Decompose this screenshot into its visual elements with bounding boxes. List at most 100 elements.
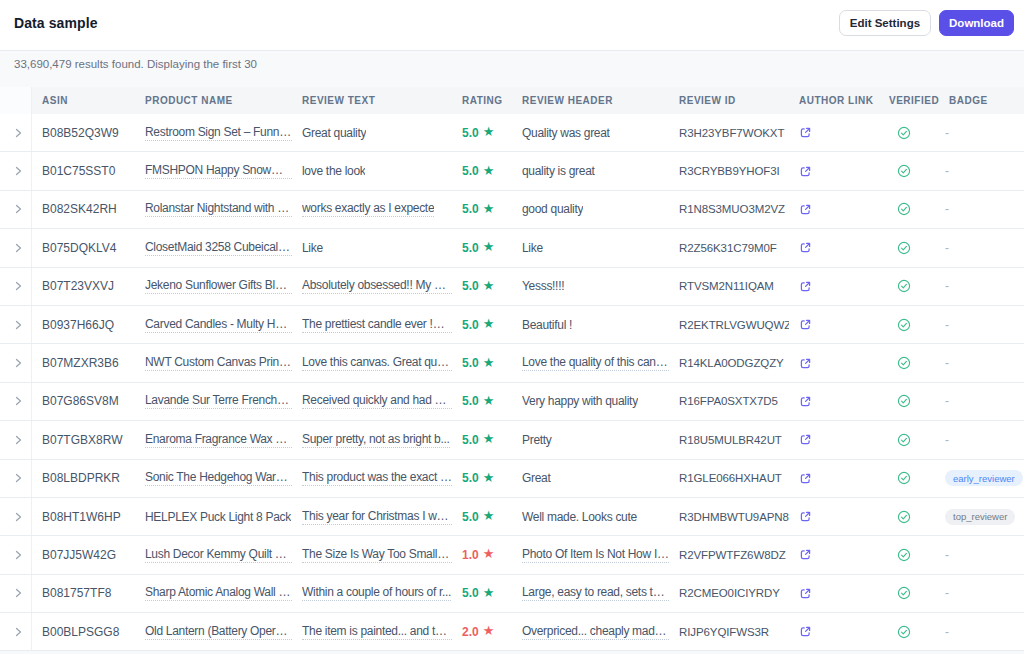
external-link-icon[interactable] xyxy=(799,548,812,561)
chevron-right-icon[interactable] xyxy=(12,357,24,369)
chevron-right-icon[interactable] xyxy=(12,549,24,561)
author-link-cell[interactable] xyxy=(789,383,879,420)
author-link-cell[interactable] xyxy=(789,268,879,305)
page-title: Data sample xyxy=(14,15,98,31)
author-link-cell[interactable] xyxy=(789,460,879,497)
external-link-icon[interactable] xyxy=(799,280,812,293)
chevron-right-icon[interactable] xyxy=(12,127,24,139)
chevron-right-icon[interactable] xyxy=(12,242,24,254)
table-row[interactable]: B07G86SV8M Lavande Sur Terre French La..… xyxy=(0,383,1024,421)
verified-cell xyxy=(879,191,939,228)
rating-cell: 5.0★ xyxy=(452,191,512,228)
chevron-right-icon[interactable] xyxy=(12,165,24,177)
review-text-cell: This product was the exact s... xyxy=(292,460,452,497)
row-expander[interactable] xyxy=(0,575,32,612)
download-button[interactable]: Download xyxy=(939,10,1014,36)
asin-cell: B0937H66JQ xyxy=(32,306,135,343)
table-row[interactable]: B08HT1W6HP HELPLEX Puck Light 8 Pack Thi… xyxy=(0,498,1024,536)
table-header-row: ASINPRODUCT NAMEREVIEW TEXTRATINGREVIEW … xyxy=(0,87,1024,114)
table-row[interactable]: B07T23VXVJ Jekeno Sunflower Gifts Blank.… xyxy=(0,268,1024,306)
author-link-cell[interactable] xyxy=(789,229,879,266)
author-link-cell[interactable] xyxy=(789,191,879,228)
table-row[interactable]: B07MZXR3B6 NWT Custom Canvas Prints ... … xyxy=(0,344,1024,382)
verified-cell xyxy=(879,613,939,650)
badge-empty: - xyxy=(945,625,949,639)
verified-cell xyxy=(879,421,939,458)
author-link-cell[interactable] xyxy=(789,421,879,458)
external-link-icon[interactable] xyxy=(799,126,812,139)
external-link-icon[interactable] xyxy=(799,433,812,446)
chevron-right-icon[interactable] xyxy=(12,319,24,331)
external-link-icon[interactable] xyxy=(799,241,812,254)
review-id-cell: R2VFPWTFZ6W8DZ xyxy=(669,536,789,573)
column-header-review-header: REVIEW HEADER xyxy=(512,87,669,114)
row-expander[interactable] xyxy=(0,421,32,458)
external-link-icon[interactable] xyxy=(799,357,812,370)
external-link-icon[interactable] xyxy=(799,395,812,408)
table-row[interactable]: B01C75SST0 FMSHPON Happy Snowman ... lov… xyxy=(0,152,1024,190)
author-link-cell[interactable] xyxy=(789,114,879,151)
chevron-right-icon[interactable] xyxy=(12,587,24,599)
external-link-icon[interactable] xyxy=(799,510,812,523)
chevron-right-icon[interactable] xyxy=(12,203,24,215)
row-expander[interactable] xyxy=(0,536,32,573)
product-name-cell: Rolanstar Nightstand with Sh... xyxy=(135,191,292,228)
row-expander[interactable] xyxy=(0,613,32,650)
external-link-icon[interactable] xyxy=(799,472,812,485)
author-link-cell[interactable] xyxy=(789,152,879,189)
author-link-cell[interactable] xyxy=(789,575,879,612)
star-icon: ★ xyxy=(483,316,495,331)
badge-empty: - xyxy=(945,164,949,178)
table-row[interactable]: B075DQKLV4 ClosetMaid 3258 Cubeicals ...… xyxy=(0,229,1024,267)
row-expander[interactable] xyxy=(0,152,32,189)
review-id-cell: R1N8S3MUO3M2VZ xyxy=(669,191,789,228)
external-link-icon[interactable] xyxy=(799,203,812,216)
product-name-cell: Restroom Sign Set – Funny M... xyxy=(135,114,292,151)
table-row[interactable]: B07JJ5W42G Lush Decor Kemmy Quilt Set,..… xyxy=(0,536,1024,574)
row-expander[interactable] xyxy=(0,114,32,151)
chevron-right-icon[interactable] xyxy=(12,511,24,523)
row-expander[interactable] xyxy=(0,229,32,266)
row-expander[interactable] xyxy=(0,383,32,420)
table-row[interactable]: B082SK42RH Rolanstar Nightstand with Sh.… xyxy=(0,191,1024,229)
author-link-cell[interactable] xyxy=(789,613,879,650)
review-id-cell: RTVSM2N11IQAM xyxy=(669,268,789,305)
star-icon: ★ xyxy=(483,355,495,370)
chevron-right-icon[interactable] xyxy=(12,395,24,407)
product-name-cell: Lush Decor Kemmy Quilt Set,... xyxy=(135,536,292,573)
external-link-icon[interactable] xyxy=(799,625,812,638)
badge-cell: early_reviewer xyxy=(939,460,1024,497)
table-row[interactable]: B08B52Q3W9 Restroom Sign Set – Funny M..… xyxy=(0,114,1024,152)
table-row[interactable]: B07TGBX8RW Enaroma Fragrance Wax Melt...… xyxy=(0,421,1024,459)
row-expander[interactable] xyxy=(0,191,32,228)
row-expander[interactable] xyxy=(0,344,32,381)
column-header-badge: BADGE xyxy=(939,87,1024,114)
table-row[interactable]: B0937H66JQ Carved Candles - Multy Han...… xyxy=(0,306,1024,344)
external-link-icon[interactable] xyxy=(799,165,812,178)
author-link-cell[interactable] xyxy=(789,306,879,343)
verified-cell xyxy=(879,152,939,189)
review-id-cell: RIJP6YQIFWS3R xyxy=(669,613,789,650)
row-expander[interactable] xyxy=(0,306,32,343)
product-name-cell: Jekeno Sunflower Gifts Blank... xyxy=(135,268,292,305)
external-link-icon[interactable] xyxy=(799,587,812,600)
table-row[interactable]: B00BLPSGG8 Old Lantern (Battery Operate.… xyxy=(0,613,1024,651)
chevron-right-icon[interactable] xyxy=(12,626,24,638)
star-icon: ★ xyxy=(483,470,495,485)
edit-settings-button[interactable]: Edit Settings xyxy=(839,10,931,36)
author-link-cell[interactable] xyxy=(789,498,879,535)
row-expander[interactable] xyxy=(0,498,32,535)
external-link-icon[interactable] xyxy=(799,318,812,331)
row-expander[interactable] xyxy=(0,268,32,305)
row-expander[interactable] xyxy=(0,460,32,497)
product-name-cell: Sharp Atomic Analog Wall Cl... xyxy=(135,575,292,612)
author-link-cell[interactable] xyxy=(789,344,879,381)
author-link-cell[interactable] xyxy=(789,536,879,573)
table-row[interactable]: B08LBDPRKR Sonic The Hedgehog Warhol ...… xyxy=(0,460,1024,498)
product-name-cell: HELPLEX Puck Light 8 Pack xyxy=(135,498,292,535)
chevron-right-icon[interactable] xyxy=(12,434,24,446)
chevron-right-icon[interactable] xyxy=(12,472,24,484)
verified-cell xyxy=(879,268,939,305)
chevron-right-icon[interactable] xyxy=(12,280,24,292)
table-row[interactable]: B081757TF8 Sharp Atomic Analog Wall Cl..… xyxy=(0,575,1024,613)
